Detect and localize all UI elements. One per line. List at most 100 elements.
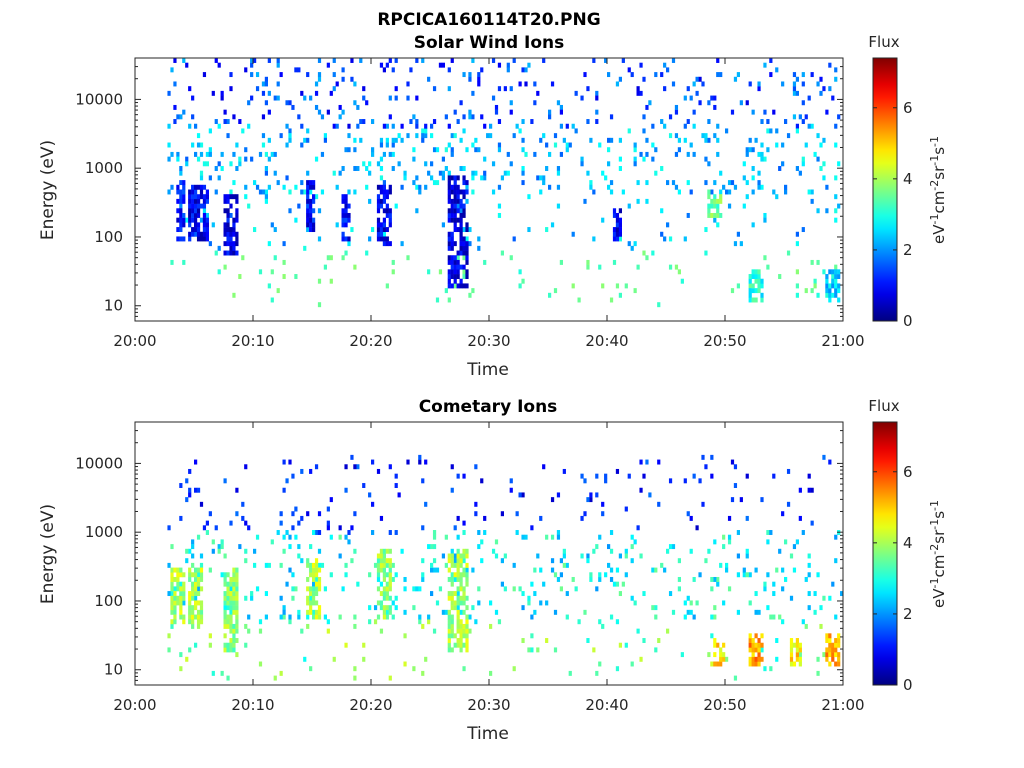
heatmap-cell [382,217,386,223]
heatmap-cell [191,198,195,204]
heatmap-cell [453,642,457,648]
colorbar-frame [872,57,898,322]
heatmap-cell [388,609,392,615]
heatmap-cell [223,581,227,587]
heatmap-cell [589,572,593,578]
heatmap-cell [235,600,239,606]
heatmap-cell [238,156,242,162]
heatmap-cell [179,652,183,658]
heatmap-cell [568,670,572,676]
y-tick-label: 10000 [75,90,123,108]
heatmap-cell [574,90,578,96]
heatmap-cell [786,501,791,507]
heatmap-cell [459,576,463,582]
heatmap-cell [388,212,392,218]
heatmap-cell [462,194,466,200]
x-tick-label: 20:30 [467,332,510,350]
heatmap-cell [542,175,546,181]
heatmap-cell [710,203,714,209]
heatmap-cell [707,189,711,195]
heatmap-cell [244,595,248,601]
heatmap-cell [760,497,764,503]
heatmap-cell [707,194,711,200]
heatmap-cell [450,623,454,629]
heatmap-cell [651,567,655,573]
heatmap-cell [730,180,735,186]
heatmap-cell [306,194,310,200]
heatmap-cell [235,567,239,573]
heatmap-cell [314,530,319,535]
heatmap-cell [241,128,245,134]
heatmap-cell [704,156,708,162]
heatmap-cell [229,642,233,648]
heatmap-cell [385,227,389,233]
heatmap-cell [226,614,230,620]
heatmap-cell [421,558,425,564]
heatmap-cell [167,591,171,597]
heatmap-cell [781,619,785,625]
heatmap-cell [550,567,555,573]
heatmap-cell [188,576,192,582]
heatmap-cell [595,544,599,550]
heatmap-cell [795,241,799,247]
heatmap-cell [589,137,593,143]
heatmap-cell [179,198,183,204]
heatmap-cell [503,170,507,176]
heatmap-cell [202,203,207,209]
heatmap-cell [194,595,198,601]
heatmap-cell [317,109,322,115]
heatmap-cell [191,203,195,209]
heatmap-cell [250,156,254,162]
heatmap-cell [733,76,738,82]
heatmap-cell [447,628,451,634]
heatmap-cell [270,269,274,275]
heatmap-cell [795,166,799,171]
heatmap-cell [491,548,496,554]
heatmap-cell [837,656,841,662]
heatmap-cell [778,166,782,171]
heatmap-cell [592,58,596,63]
heatmap-cell [459,217,463,223]
heatmap-cell [639,62,643,68]
heatmap-cell [294,274,298,279]
heatmap-cell [533,591,537,597]
heatmap-cell [471,605,475,611]
heatmap-cell [707,119,711,124]
heatmap-cell [733,483,738,488]
heatmap-cell [253,562,257,568]
heatmap-cell [524,81,528,87]
heatmap-cell [760,142,764,148]
heatmap-cell [447,553,451,559]
heatmap-cell [176,217,180,223]
heatmap-cell [642,114,646,120]
heatmap-cell [226,198,230,204]
heatmap-cell [353,264,357,270]
heatmap-cell [421,58,425,63]
heatmap-cell [733,464,738,470]
heatmap-cell [382,189,386,195]
heatmap-cell [317,511,322,517]
heatmap-cell [707,100,711,106]
heatmap-cell [229,189,233,195]
heatmap-cell [226,231,230,237]
heatmap-cell [300,90,304,96]
heatmap-cell [288,614,292,620]
x-tick-label: 20:10 [231,332,274,350]
x-tick-label: 20:40 [585,696,628,714]
heatmap-cell [376,600,381,606]
heatmap-cell [179,666,183,672]
heatmap-cell [199,142,204,148]
heatmap-cell [834,194,838,200]
colorbar-frame [872,421,898,686]
heatmap-cell [571,576,575,582]
heatmap-cell [480,67,484,73]
heatmap-cell [609,614,614,620]
heatmap-cell [273,170,277,176]
heatmap-cell [453,264,457,270]
heatmap-cell [828,633,832,639]
heatmap-cell [229,605,233,611]
heatmap-cell [427,619,431,625]
heatmap-cell [556,530,561,535]
heatmap-cell [235,217,239,223]
heatmap-cell [834,652,838,658]
